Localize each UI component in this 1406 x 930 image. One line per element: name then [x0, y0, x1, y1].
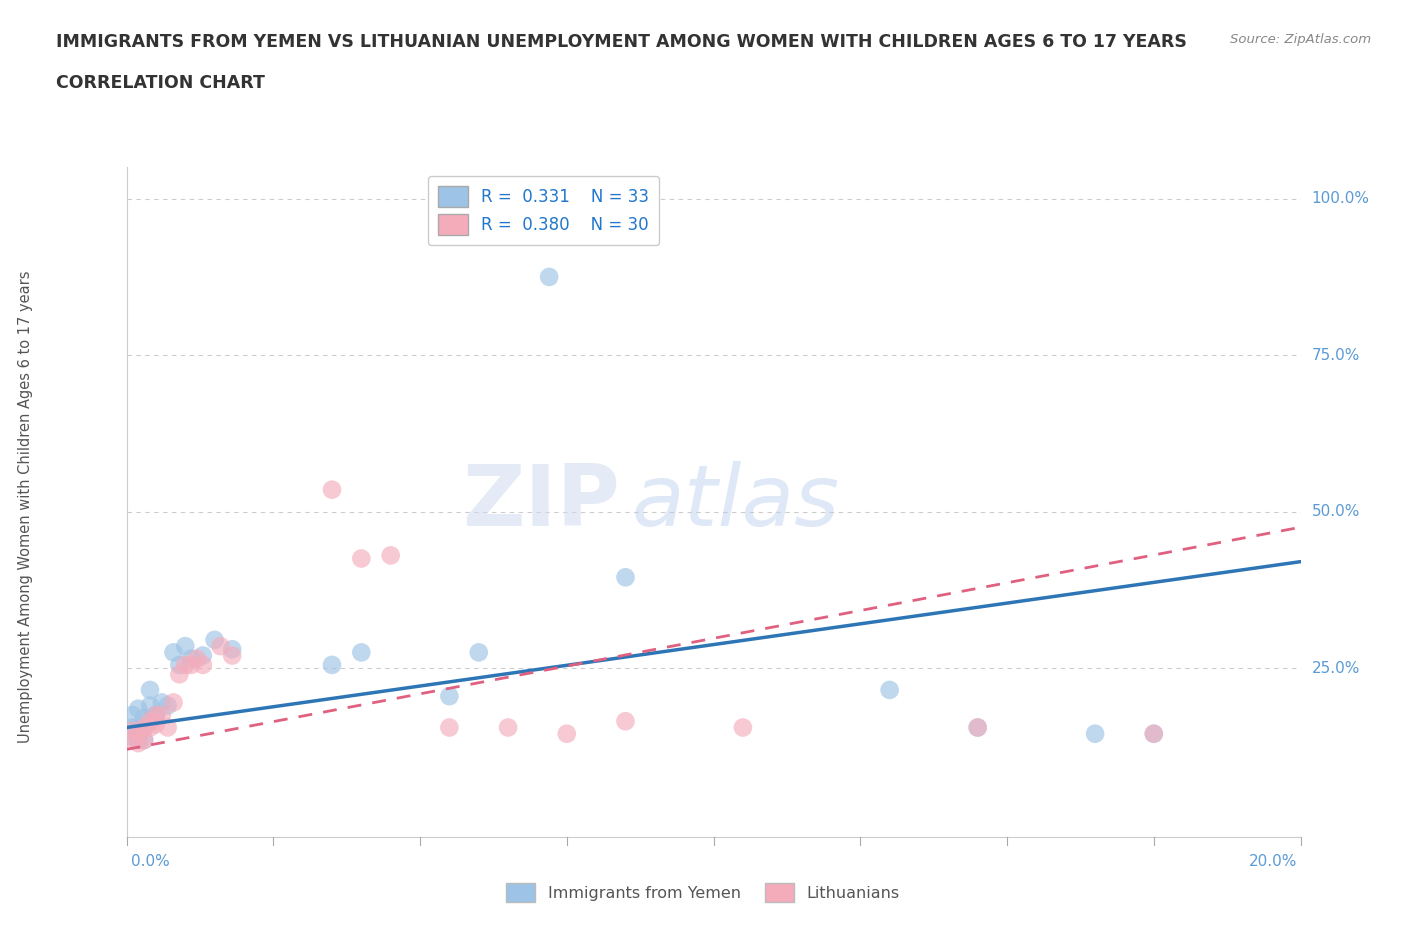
Point — [191, 658, 214, 672]
Point — [439, 720, 461, 735]
Point — [614, 714, 637, 729]
Point — [127, 733, 149, 748]
Point — [150, 695, 173, 710]
Point — [121, 724, 143, 738]
Point — [174, 658, 197, 672]
Point — [127, 736, 149, 751]
Text: 100.0%: 100.0% — [1312, 192, 1369, 206]
Point — [1143, 726, 1166, 741]
Text: 20.0%: 20.0% — [1250, 854, 1298, 869]
Text: CORRELATION CHART: CORRELATION CHART — [56, 74, 266, 92]
Point — [731, 720, 754, 735]
Text: 25.0%: 25.0% — [1312, 660, 1360, 675]
Point — [127, 726, 149, 741]
Point — [204, 632, 226, 647]
Point — [156, 698, 179, 713]
Point — [169, 667, 191, 682]
Point — [180, 651, 202, 666]
Point — [145, 708, 167, 723]
Point — [174, 639, 197, 654]
Point — [439, 689, 461, 704]
Point — [121, 708, 143, 723]
Point — [350, 551, 373, 566]
Point — [180, 658, 202, 672]
Point — [139, 698, 162, 713]
Point — [162, 644, 184, 659]
Legend: Immigrants from Yemen, Lithuanians: Immigrants from Yemen, Lithuanians — [501, 877, 905, 908]
Point — [139, 714, 162, 729]
Point — [209, 639, 232, 654]
Point — [145, 708, 167, 723]
Point — [191, 648, 214, 663]
Text: Source: ZipAtlas.com: Source: ZipAtlas.com — [1230, 33, 1371, 46]
Point — [169, 658, 191, 672]
Point — [156, 720, 179, 735]
Text: 50.0%: 50.0% — [1312, 504, 1360, 519]
Point — [966, 720, 988, 735]
Point — [321, 658, 343, 672]
Point — [538, 270, 561, 285]
Text: Unemployment Among Women with Children Ages 6 to 17 years: Unemployment Among Women with Children A… — [18, 271, 32, 743]
Point — [127, 701, 149, 716]
Point — [350, 644, 373, 659]
Point — [221, 648, 243, 663]
Point — [1084, 726, 1107, 741]
Point — [145, 717, 167, 732]
Text: atlas: atlas — [631, 460, 839, 544]
Point — [121, 733, 143, 748]
Point — [966, 720, 988, 735]
Point — [134, 720, 156, 735]
Point — [134, 733, 156, 748]
Legend: R =  0.331    N = 33, R =  0.380    N = 30: R = 0.331 N = 33, R = 0.380 N = 30 — [427, 176, 659, 246]
Point — [134, 711, 156, 725]
Point — [321, 483, 343, 498]
Point — [150, 708, 173, 723]
Text: 75.0%: 75.0% — [1312, 348, 1360, 363]
Point — [121, 720, 143, 735]
Point — [186, 651, 208, 666]
Point — [380, 548, 402, 563]
Text: 0.0%: 0.0% — [131, 854, 170, 869]
Point — [162, 695, 184, 710]
Point — [555, 726, 578, 741]
Point — [467, 644, 489, 659]
Point — [121, 729, 143, 744]
Point — [139, 714, 162, 729]
Text: ZIP: ZIP — [463, 460, 620, 544]
Text: IMMIGRANTS FROM YEMEN VS LITHUANIAN UNEMPLOYMENT AMONG WOMEN WITH CHILDREN AGES : IMMIGRANTS FROM YEMEN VS LITHUANIAN UNEM… — [56, 33, 1187, 50]
Point — [221, 642, 243, 657]
Point — [134, 733, 156, 748]
Point — [614, 570, 637, 585]
Point — [879, 683, 901, 698]
Point — [139, 683, 162, 698]
Point — [139, 720, 162, 735]
Point — [145, 708, 167, 723]
Point — [496, 720, 519, 735]
Point — [1143, 726, 1166, 741]
Point — [134, 720, 156, 735]
Point — [127, 720, 149, 735]
